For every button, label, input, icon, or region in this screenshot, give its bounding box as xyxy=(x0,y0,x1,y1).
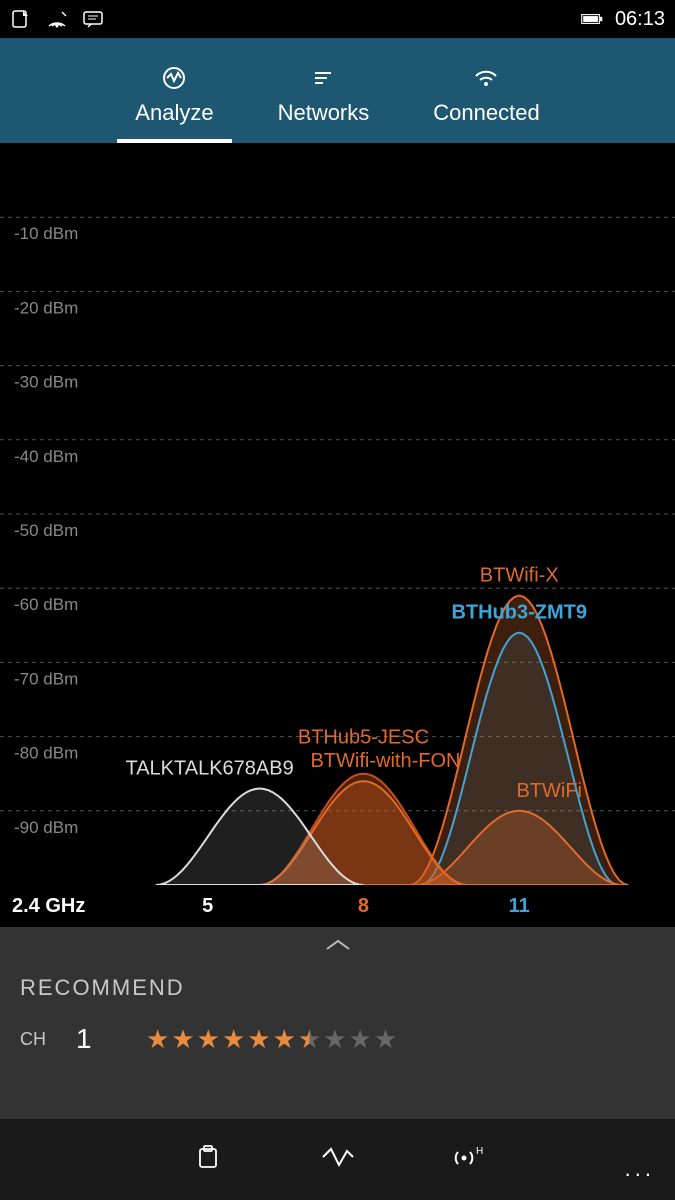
analyze-icon xyxy=(160,64,188,92)
status-left xyxy=(10,8,104,30)
clipboard-button[interactable] xyxy=(188,1140,228,1180)
star-icon: ★ xyxy=(323,1026,346,1052)
star-icon: ★ xyxy=(222,1026,245,1052)
channel-tick: 5 xyxy=(202,895,213,918)
star-icon: ★ xyxy=(247,1026,270,1052)
clock-text: 06:13 xyxy=(615,8,665,31)
channel-axis: 2.4 GHz 5 8 11 xyxy=(0,885,675,927)
status-bar: 06:13 xyxy=(0,0,675,38)
star-icon: ★ xyxy=(273,1026,296,1052)
y-axis-label: -20 dBm xyxy=(14,298,78,317)
hotspot-button[interactable]: H xyxy=(448,1140,488,1180)
star-icon: ★ xyxy=(146,1026,169,1052)
tab-bar: Analyze Networks Connected xyxy=(0,38,675,143)
network-label: BTWifi-X xyxy=(480,565,559,587)
star-icon: ★ xyxy=(349,1026,372,1052)
wifi-broadcast-icon xyxy=(46,8,68,30)
y-axis-label: -40 dBm xyxy=(14,447,78,466)
network-label: BTHub5-JESC xyxy=(298,727,429,749)
status-right: 06:13 xyxy=(581,8,665,31)
tab-label: Analyze xyxy=(135,100,213,126)
spectrum-chart-svg: -10 dBm -20 dBm -30 dBm -40 dBm -50 dBm -60 d… xyxy=(0,143,675,885)
network-label: BTWiFi xyxy=(516,780,582,802)
waveform-icon xyxy=(321,1145,355,1174)
tab-connected[interactable]: Connected xyxy=(415,38,557,143)
network-label: TALKTALK678AB9 xyxy=(125,758,293,780)
tab-label: Connected xyxy=(433,100,539,126)
recommend-ch-label: CH xyxy=(20,1029,46,1050)
recommend-panel[interactable]: RECOMMEND CH 1 ★★★★★★★★★★ xyxy=(0,927,675,1119)
more-button[interactable]: ... xyxy=(625,1156,655,1182)
y-axis-label: -70 dBm xyxy=(14,669,78,688)
recommend-channel: 1 xyxy=(76,1023,116,1055)
tile-notify-icon xyxy=(10,8,32,30)
y-axis-label: -60 dBm xyxy=(14,595,78,614)
star-rating: ★★★★★★★★★★ xyxy=(146,1026,397,1052)
y-axis-label: -80 dBm xyxy=(14,744,78,763)
recommend-row: CH 1 ★★★★★★★★★★ xyxy=(20,1023,655,1055)
chevron-up-icon[interactable] xyxy=(323,937,353,958)
spectrum-chart: -10 dBm -20 dBm -30 dBm -40 dBm -50 dBm -60 d… xyxy=(0,143,675,885)
wifi-icon xyxy=(472,64,500,92)
battery-icon xyxy=(581,8,603,30)
star-icon: ★ xyxy=(298,1026,321,1052)
svg-text:H: H xyxy=(476,1146,483,1157)
star-icon: ★ xyxy=(374,1026,397,1052)
tab-analyze[interactable]: Analyze xyxy=(117,38,231,143)
network-label: BTWifi-with-FON xyxy=(310,750,460,772)
tab-networks[interactable]: Networks xyxy=(260,38,388,143)
star-icon: ★ xyxy=(197,1026,220,1052)
y-axis-label: -90 dBm xyxy=(14,818,78,837)
network-label: BTHub3-ZMT9 xyxy=(451,602,587,624)
hotspot-icon: H xyxy=(452,1142,484,1177)
clipboard-icon xyxy=(193,1142,223,1177)
star-icon: ★ xyxy=(171,1026,194,1052)
channel-tick: 11 xyxy=(509,895,530,918)
channel-tick: 8 xyxy=(358,895,369,918)
networks-icon xyxy=(309,64,337,92)
waveform-button[interactable] xyxy=(318,1140,358,1180)
app-bar: H... xyxy=(0,1119,675,1200)
y-axis-label: -50 dBm xyxy=(14,521,78,540)
band-label: 2.4 GHz xyxy=(12,895,85,918)
message-icon xyxy=(82,8,104,30)
tab-label: Networks xyxy=(278,100,370,126)
y-axis-label: -30 dBm xyxy=(14,373,78,392)
y-axis-label: -10 dBm xyxy=(14,224,78,243)
recommend-title: RECOMMEND xyxy=(20,975,655,1001)
